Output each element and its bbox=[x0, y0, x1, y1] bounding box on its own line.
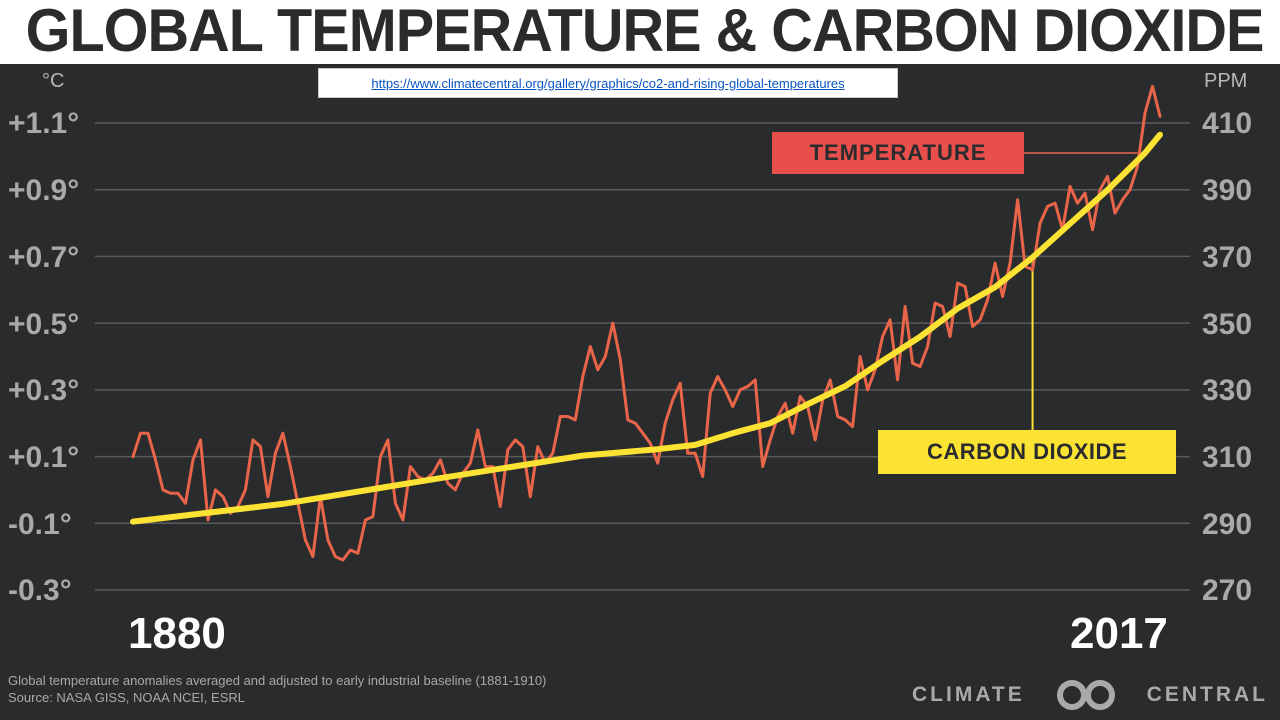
page-title: GLOBAL TEMPERATURE & CARBON DIOXIDE bbox=[25, 0, 1265, 64]
y-left-tick: +0.1° bbox=[8, 441, 80, 474]
brand-left: CLIMATE bbox=[912, 683, 1025, 706]
co2-series-line bbox=[130, 131, 1163, 525]
grid-lines bbox=[95, 122, 1190, 591]
series-lines bbox=[130, 84, 1163, 562]
x-label-start: 1880 bbox=[128, 609, 226, 658]
y-right-tick: 290 bbox=[1202, 508, 1253, 541]
left-axis-unit: °C bbox=[42, 70, 65, 92]
y-right-tick: 350 bbox=[1202, 308, 1253, 341]
footnote-baseline: Global temperature anomalies averaged an… bbox=[8, 673, 547, 688]
y-left-tick: +0.7° bbox=[8, 241, 80, 274]
y-right-tick: 370 bbox=[1202, 241, 1253, 274]
y-left-tick: +0.9° bbox=[8, 174, 80, 207]
y-left-tick: +0.3° bbox=[8, 374, 80, 407]
y-left-tick: -0.1° bbox=[8, 508, 72, 541]
y-left-tick: +1.1° bbox=[8, 107, 80, 140]
title-bar: GLOBAL TEMPERATURE & CARBON DIOXIDE bbox=[0, 0, 1280, 64]
y-right-tick: 270 bbox=[1202, 574, 1253, 607]
y-right-tick: 310 bbox=[1202, 441, 1253, 474]
temperature-label: TEMPERATURE bbox=[772, 132, 1024, 174]
url-box: https://www.climatecentral.org/gallery/g… bbox=[318, 68, 898, 98]
annotation-leaders bbox=[1024, 152, 1138, 430]
brand-right: CENTRAL bbox=[1146, 683, 1268, 706]
co2-label: CARBON DIOXIDE bbox=[878, 430, 1176, 474]
climate-central-logo-icon bbox=[1056, 680, 1115, 710]
y-right-tick: 410 bbox=[1202, 107, 1253, 140]
footnote-source: Source: NASA GISS, NOAA NCEI, ESRL bbox=[8, 690, 245, 705]
y-left-tick: -0.3° bbox=[8, 574, 72, 607]
right-axis-unit: PPM bbox=[1204, 70, 1248, 92]
y-right-tick: 390 bbox=[1202, 174, 1253, 207]
x-label-end: 2017 bbox=[1070, 609, 1168, 658]
source-link[interactable]: https://www.climatecentral.org/gallery/g… bbox=[371, 75, 845, 91]
brand-logo: CLIMATE CENTRAL bbox=[912, 678, 1268, 712]
y-left-tick: +0.5° bbox=[8, 308, 80, 341]
y-right-tick: 330 bbox=[1202, 374, 1253, 407]
